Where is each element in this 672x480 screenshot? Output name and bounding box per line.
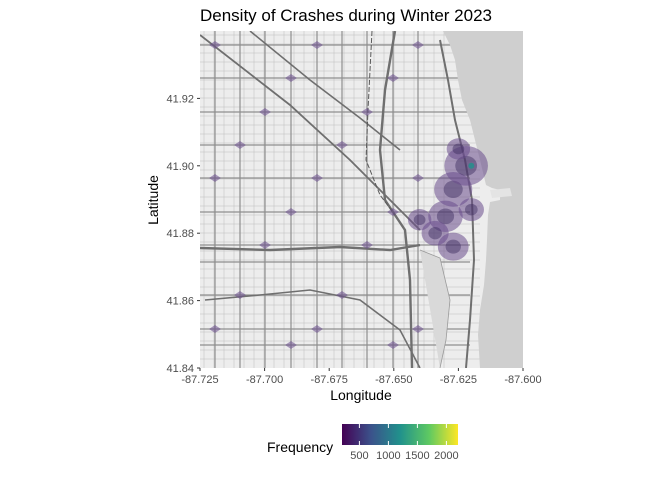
- navy-pier: [490, 188, 512, 198]
- intersection-density: [285, 208, 297, 216]
- x-tick-label: -87.675: [311, 374, 348, 386]
- expressway: [378, 31, 414, 368]
- intersection-density: [259, 241, 271, 249]
- legend-tick-label: 500: [350, 450, 368, 462]
- density-hotspot-core: [413, 214, 426, 226]
- minor-streets: [200, 31, 480, 368]
- x-axis-title: Longitude: [330, 387, 392, 403]
- legend-tick-label: 1000: [376, 450, 400, 462]
- x-tick-label: -87.650: [375, 374, 412, 386]
- y-tick-label: 41.88: [166, 228, 194, 240]
- chart-title: Density of Crashes during Winter 2023: [200, 6, 492, 25]
- x-axis: -87.725 -87.700 -87.675 -87.650 -87.625 -87.6…: [181, 368, 542, 386]
- y-tick-label: 41.90: [166, 161, 194, 173]
- intersection-density: [412, 174, 424, 182]
- density-hotspot: [421, 220, 449, 246]
- y-tick-label: 41.86: [166, 296, 194, 308]
- diagonal-avenue: [200, 34, 421, 231]
- map-panel: [200, 31, 523, 368]
- intersection-density: [285, 341, 297, 349]
- density-hotspot-core: [428, 227, 442, 240]
- rail-line: [204, 289, 421, 368]
- legend: Frequency 500 1000 1500 2000: [267, 424, 459, 462]
- intersection-density: [209, 174, 221, 182]
- intersection-density: [259, 108, 271, 116]
- intersection-density: [311, 174, 323, 182]
- x-tick-label: -87.700: [246, 374, 283, 386]
- density-hotspot-core: [455, 155, 478, 176]
- intersection-density: [387, 208, 399, 216]
- intersection-density: [234, 291, 246, 299]
- intersection-density: [412, 325, 424, 333]
- legend-tick-label: 2000: [434, 450, 458, 462]
- legend-colorbar: [342, 424, 458, 445]
- diagonal-avenue: [249, 31, 401, 151]
- density-hotspot: [458, 198, 484, 222]
- x-tick-label: -87.600: [504, 374, 541, 386]
- intersection-density: [387, 74, 399, 82]
- intersection-density: [412, 41, 424, 49]
- intersection-density: [234, 141, 246, 149]
- intersection-density: [311, 325, 323, 333]
- x-tick-label: -87.625: [440, 374, 477, 386]
- expressway: [200, 243, 421, 252]
- density-hotspot-core: [452, 143, 465, 155]
- density-contours: [209, 41, 488, 349]
- density-hotspot-core: [445, 239, 461, 254]
- density-hotspot-core: [464, 203, 478, 216]
- lake-michigan: [443, 31, 523, 368]
- intersection-density: [311, 41, 323, 49]
- intersection-density: [361, 241, 373, 249]
- rail-yard: [419, 249, 451, 368]
- intersection-density: [209, 41, 221, 49]
- legend-tick-label: 1500: [405, 450, 429, 462]
- legend-ticks: 500 1000 1500 2000: [350, 424, 459, 462]
- y-tick-label: 41.92: [166, 93, 194, 105]
- major-streets: [200, 31, 476, 368]
- x-tick-label: -87.725: [181, 374, 218, 386]
- intersection-density: [209, 325, 221, 333]
- density-hotspot: [407, 209, 432, 231]
- intersection-density: [361, 108, 373, 116]
- river-rail: [365, 31, 396, 216]
- y-axis-title: Latitude: [145, 175, 161, 225]
- density-hotspot-core: [436, 208, 455, 225]
- intersection-density: [336, 291, 348, 299]
- intersection-density: [387, 341, 399, 349]
- density-peak: [468, 162, 475, 169]
- intersection-density: [285, 74, 297, 82]
- density-hotspot-core: [443, 180, 463, 199]
- intersection-density: [336, 141, 348, 149]
- y-tick-label: 41.84: [166, 363, 194, 375]
- y-axis: 41.84 41.86 41.88 41.90 41.92: [166, 93, 200, 375]
- legend-title: Frequency: [267, 439, 333, 455]
- density-hotspot: [446, 138, 471, 160]
